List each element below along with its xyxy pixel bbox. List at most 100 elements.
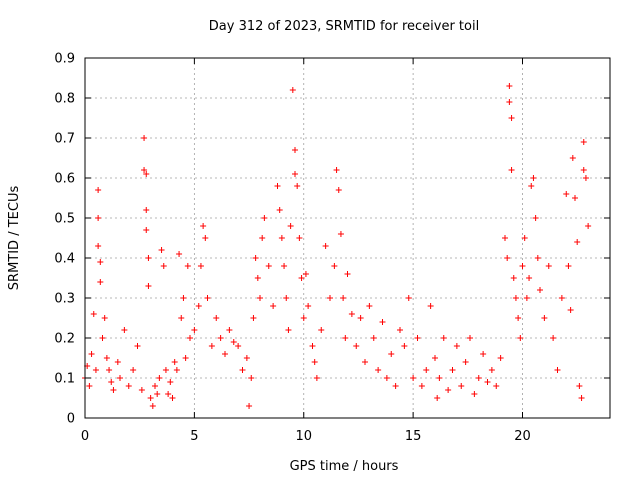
data-point: [195, 303, 202, 309]
data-point: [532, 215, 539, 221]
data-point: [95, 187, 102, 193]
data-point: [143, 227, 150, 233]
data-point: [97, 279, 104, 285]
data-point: [580, 167, 587, 173]
data-point: [305, 303, 312, 309]
data-point: [289, 87, 296, 93]
data-point: [506, 99, 513, 105]
data-point: [147, 395, 154, 401]
data-point: [506, 83, 513, 89]
data-point: [462, 359, 469, 365]
data-point: [191, 327, 198, 333]
data-point: [467, 335, 473, 341]
data-point: [523, 295, 530, 301]
data-point: [458, 383, 465, 389]
y-tick-label: 0.2: [54, 332, 75, 347]
data-point: [558, 295, 565, 301]
data-point: [567, 307, 574, 313]
data-point: [348, 311, 355, 317]
data-point: [311, 359, 318, 365]
data-point: [281, 263, 288, 269]
y-tick-label: 0.5: [54, 212, 75, 227]
data-point: [449, 367, 456, 373]
data-point: [248, 375, 255, 381]
data-point: [156, 375, 163, 381]
data-point: [154, 391, 161, 397]
data-point: [145, 255, 152, 261]
data-point: [197, 263, 204, 269]
data-point: [200, 223, 207, 229]
y-axis-label: SRMTID / TECUs: [7, 186, 22, 291]
data-point: [445, 387, 452, 393]
data-point: [143, 207, 150, 213]
data-point: [294, 183, 301, 189]
data-point: [585, 223, 592, 229]
data-point: [270, 303, 277, 309]
data-point: [405, 295, 412, 301]
data-point: [226, 327, 233, 333]
data-point: [313, 375, 320, 381]
data-point: [252, 255, 259, 261]
data-point: [370, 335, 377, 341]
data-point: [95, 243, 102, 249]
data-point: [92, 367, 99, 373]
data-point: [99, 335, 106, 341]
data-point: [545, 263, 552, 269]
plot-frame: [84, 57, 611, 419]
data-point: [375, 367, 382, 373]
data-point: [178, 315, 185, 321]
data-point: [125, 383, 132, 389]
data-point: [578, 395, 585, 401]
data-point: [565, 263, 572, 269]
y-tick-label: 0: [67, 412, 75, 427]
data-point: [432, 355, 438, 361]
data-point: [471, 391, 478, 397]
data-point: [95, 215, 102, 221]
data-point: [250, 315, 257, 321]
x-tick-label: 20: [514, 429, 531, 444]
data-point: [521, 235, 528, 241]
data-point: [309, 343, 316, 349]
data-point: [167, 379, 174, 385]
data-point: [278, 235, 285, 241]
data-point: [141, 135, 148, 141]
y-tick-label: 0.8: [54, 92, 75, 107]
data-point: [283, 295, 290, 301]
data-point: [397, 327, 403, 333]
data-point: [86, 383, 93, 389]
data-point: [176, 251, 183, 257]
data-point: [502, 235, 508, 241]
data-point: [162, 367, 169, 373]
data-point: [130, 367, 137, 373]
data-point: [184, 263, 191, 269]
data-point: [222, 351, 228, 357]
data-point: [497, 355, 504, 361]
data-point: [534, 255, 541, 261]
data-point: [173, 367, 180, 373]
data-point: [335, 187, 342, 193]
data-point: [254, 275, 261, 281]
data-point: [344, 271, 351, 277]
data-point: [300, 315, 307, 321]
data-point: [515, 315, 522, 321]
data-point: [427, 303, 434, 309]
data-point: [158, 247, 165, 253]
x-tick-label: 5: [190, 429, 198, 444]
data-point: [292, 147, 298, 153]
data-point: [401, 343, 408, 349]
data-point: [569, 155, 576, 161]
data-point: [298, 275, 305, 281]
data-point: [90, 311, 97, 317]
data-point: [519, 263, 526, 269]
data-point: [357, 315, 364, 321]
data-point: [171, 359, 178, 365]
y-tick-label: 0.1: [54, 372, 75, 387]
data-point: [337, 231, 344, 237]
data-point: [340, 295, 347, 301]
data-point: [327, 295, 333, 301]
data-point: [276, 207, 283, 213]
data-point: [257, 295, 263, 301]
data-point: [410, 375, 417, 381]
x-tick-label: 10: [295, 429, 312, 444]
